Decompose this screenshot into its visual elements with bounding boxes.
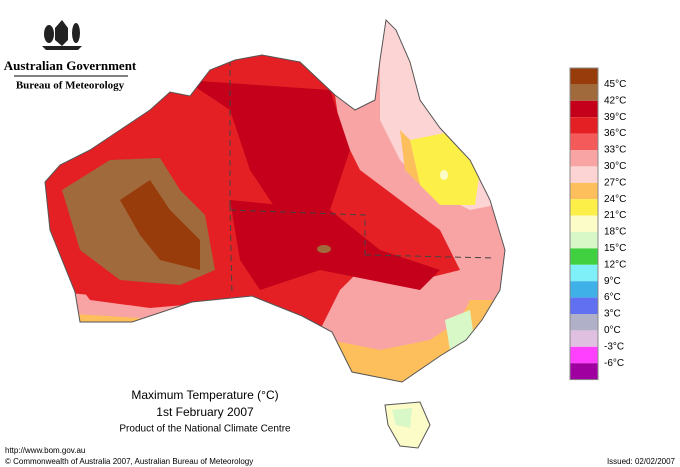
legend-label: 39°C <box>604 112 626 123</box>
issued: Issued: 02/02/2007 <box>607 457 676 466</box>
map-title: Maximum Temperature (°C) <box>131 388 278 402</box>
copyright: © Commonwealth of Australia 2007, Austra… <box>5 457 253 466</box>
bureau: Bureau of Meteorology <box>16 80 125 92</box>
legend-swatch <box>570 297 598 314</box>
legend-swatch <box>570 117 598 134</box>
legend-swatch <box>570 232 598 249</box>
legend-swatch <box>570 68 598 85</box>
legend-swatch <box>570 133 598 150</box>
legend-label: 42°C <box>604 95 626 106</box>
legend-swatch <box>570 314 598 331</box>
legend-label: 6°C <box>604 292 621 303</box>
coastline <box>44 18 506 383</box>
legend-swatch <box>570 346 598 364</box>
legend-swatch <box>570 363 598 380</box>
legend-label: 3°C <box>604 309 621 320</box>
legend-swatch <box>570 215 598 232</box>
legend-frame <box>569 67 599 381</box>
legend-label: 18°C <box>604 227 626 238</box>
legend-label: 12°C <box>604 259 626 270</box>
legend-swatch <box>570 100 598 118</box>
legend-swatch <box>570 84 598 101</box>
url: http://www.bom.gov.au <box>5 446 85 455</box>
coat-of-arms <box>42 20 82 50</box>
legend-label: 0°C <box>604 325 621 336</box>
legend-swatch <box>570 182 598 200</box>
legend-label: -3°C <box>604 341 624 352</box>
map-date: 1st February 2007 <box>156 405 254 419</box>
legend-swatch <box>570 264 598 282</box>
legend-swatch <box>570 330 598 347</box>
legend-swatch <box>570 150 598 167</box>
legend-swatch <box>570 199 598 216</box>
agency: Australian Government <box>4 58 137 73</box>
legend-label: 36°C <box>604 128 626 139</box>
legend-label: 27°C <box>604 177 626 188</box>
legend-label: -6°C <box>604 358 624 369</box>
legend-label: 15°C <box>604 243 626 254</box>
map-credit: Product of the National Climate Centre <box>119 424 291 435</box>
legend-swatch <box>570 248 598 265</box>
legend-label: 24°C <box>604 194 626 205</box>
legend-label: 30°C <box>604 161 626 172</box>
legend-label: 21°C <box>604 210 626 221</box>
legend-swatch <box>570 166 598 183</box>
tasmania <box>384 401 431 449</box>
legend-label: 9°C <box>604 276 621 287</box>
legend-label: 45°C <box>604 79 626 90</box>
legend: 45°C 42°C 39°C 36°C 33°C 30°C 27°C 24°C 21°C 18°C… <box>569 67 626 381</box>
legend-swatch <box>570 281 598 298</box>
legend-label: 33°C <box>604 145 626 156</box>
